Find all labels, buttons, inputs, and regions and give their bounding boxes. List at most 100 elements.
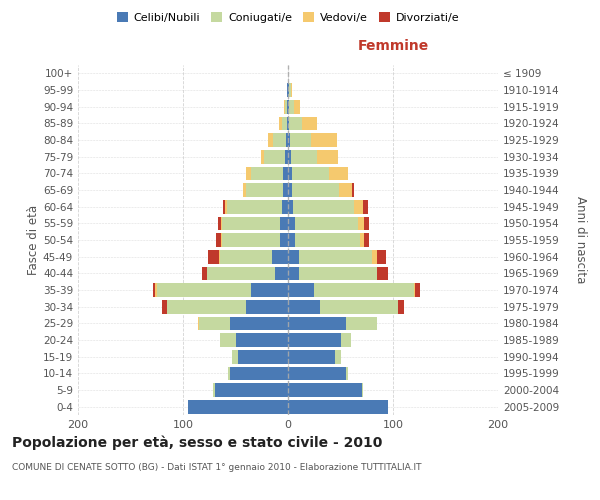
Bar — [293, 200, 354, 213]
Bar — [288, 133, 290, 147]
Bar — [221, 233, 222, 247]
Bar — [340, 183, 352, 197]
Bar — [372, 250, 377, 264]
Bar — [238, 350, 288, 364]
Bar — [157, 283, 251, 297]
Bar — [223, 200, 225, 213]
Bar — [220, 250, 272, 264]
Bar — [398, 300, 404, 314]
Bar — [291, 150, 317, 164]
Bar — [251, 283, 288, 297]
Bar — [346, 316, 377, 330]
Bar — [235, 333, 288, 347]
Bar — [415, 283, 420, 297]
Bar — [246, 166, 251, 180]
Bar — [289, 116, 302, 130]
Bar — [377, 250, 386, 264]
Y-axis label: Fasce di età: Fasce di età — [27, 205, 40, 275]
Bar — [287, 100, 288, 114]
Bar — [162, 300, 167, 314]
Bar — [311, 133, 337, 147]
Bar — [341, 333, 351, 347]
Bar — [199, 316, 230, 330]
Bar — [291, 83, 292, 97]
Bar — [335, 350, 341, 364]
Bar — [288, 166, 292, 180]
Bar — [346, 366, 348, 380]
Bar — [207, 266, 275, 280]
Bar — [218, 250, 220, 264]
Bar — [243, 183, 246, 197]
Bar — [288, 116, 289, 130]
Bar — [275, 266, 288, 280]
Bar — [197, 316, 199, 330]
Bar — [288, 316, 346, 330]
Bar — [414, 283, 415, 297]
Bar — [289, 100, 295, 114]
Bar — [283, 166, 288, 180]
Bar — [280, 216, 288, 230]
Bar — [272, 250, 288, 264]
Bar — [246, 183, 283, 197]
Bar — [225, 200, 227, 213]
Bar — [299, 266, 377, 280]
Text: Femmine: Femmine — [358, 38, 428, 52]
Bar — [283, 183, 288, 197]
Bar — [299, 250, 372, 264]
Bar — [215, 383, 288, 397]
Bar — [227, 200, 282, 213]
Bar — [222, 216, 280, 230]
Bar — [361, 383, 362, 397]
Text: Popolazione per età, sesso e stato civile - 2010: Popolazione per età, sesso e stato civil… — [12, 436, 382, 450]
Bar — [284, 100, 285, 114]
Bar — [288, 200, 293, 213]
Bar — [290, 133, 311, 147]
Bar — [288, 233, 295, 247]
Bar — [167, 300, 246, 314]
Text: COMUNE DI CENATE SOTTO (BG) - Dati ISTAT 1° gennaio 2010 - Elaborazione TUTTITAL: COMUNE DI CENATE SOTTO (BG) - Dati ISTAT… — [12, 463, 421, 472]
Bar — [288, 366, 346, 380]
Bar — [264, 150, 285, 164]
Bar — [287, 83, 288, 97]
Bar — [288, 350, 335, 364]
Bar — [246, 300, 288, 314]
Bar — [288, 400, 388, 413]
Bar — [288, 83, 289, 97]
Bar — [352, 183, 354, 197]
Bar — [288, 333, 341, 347]
Bar — [230, 366, 288, 380]
Bar — [280, 233, 288, 247]
Bar — [358, 216, 364, 230]
Legend: Celibi/Nubili, Coniugati/e, Vedovi/e, Divorziati/e: Celibi/Nubili, Coniugati/e, Vedovi/e, Di… — [112, 8, 464, 28]
Bar — [364, 233, 369, 247]
Bar — [361, 233, 364, 247]
Bar — [278, 116, 282, 130]
Bar — [288, 300, 320, 314]
Bar — [288, 150, 291, 164]
Bar — [302, 116, 317, 130]
Y-axis label: Anni di nascita: Anni di nascita — [574, 196, 587, 284]
Bar — [354, 200, 362, 213]
Bar — [251, 166, 283, 180]
Bar — [214, 383, 215, 397]
Bar — [218, 216, 221, 230]
Bar — [377, 266, 388, 280]
Bar — [288, 183, 292, 197]
Bar — [288, 266, 299, 280]
Bar — [152, 283, 155, 297]
Bar — [188, 400, 288, 413]
Bar — [282, 200, 288, 213]
Bar — [288, 250, 299, 264]
Bar — [320, 300, 398, 314]
Bar — [220, 333, 235, 347]
Bar — [261, 150, 264, 164]
Bar — [285, 150, 288, 164]
Bar — [222, 233, 280, 247]
Bar — [288, 100, 289, 114]
Bar — [202, 266, 207, 280]
Bar — [228, 366, 230, 380]
Bar — [232, 350, 238, 364]
Bar — [295, 233, 361, 247]
Bar — [329, 166, 348, 180]
Bar — [288, 216, 295, 230]
